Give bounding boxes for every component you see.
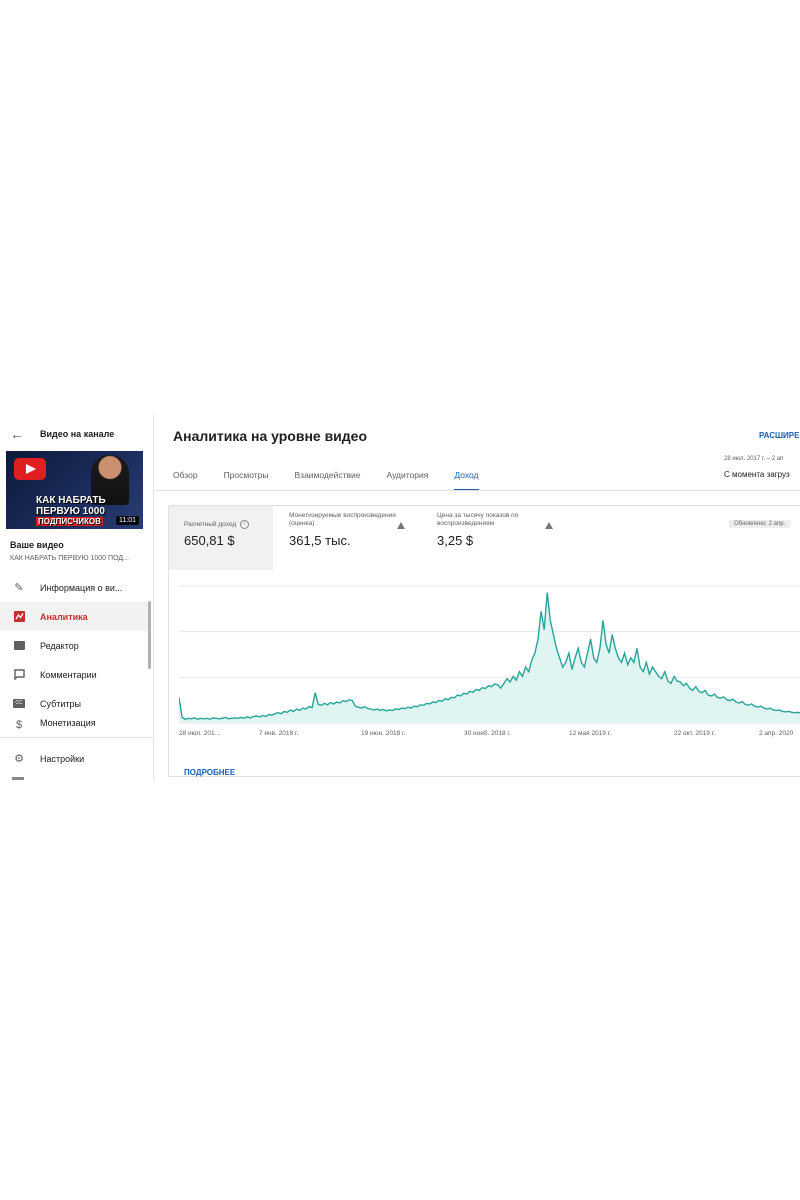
- metric-value: 361,5 тыс.: [289, 533, 351, 548]
- expand-mode-link[interactable]: РАСШИРЕ: [759, 431, 800, 440]
- x-tick-label: 30 нояб. 2018 г.: [464, 729, 511, 737]
- comments-icon: [12, 668, 26, 682]
- chart-series-line: [179, 592, 800, 721]
- thumbnail-text-line2: ПЕРВУЮ 1000: [36, 506, 105, 517]
- your-video-heading: Ваше видео: [10, 540, 64, 550]
- metric-label: Монетизируемые воспроизведения (оценка): [289, 512, 396, 527]
- date-range-text: 28 июл. 2017 г. – 2 ап: [724, 456, 784, 462]
- x-tick-label: 7 янв. 2018 г.: [259, 730, 298, 737]
- tab-audience[interactable]: Аудитория: [386, 470, 429, 480]
- x-tick-label: 12 мая 2019 г.: [569, 730, 611, 737]
- tab-overview[interactable]: Обзор: [173, 470, 198, 480]
- metric-label-text: Расчетный доход: [184, 521, 237, 529]
- sidebar-item-label: Редактор: [40, 640, 79, 651]
- gear-icon: ⚙: [14, 753, 24, 765]
- sidebar-item-details[interactable]: ✎ Информация о ви...: [0, 573, 150, 602]
- settings-section: ⚙ Настройки: [0, 744, 150, 773]
- warning-icon[interactable]: [545, 522, 553, 529]
- metric-estimated-revenue[interactable]: Расчетный доход i 650,81 $: [169, 506, 273, 570]
- see-more-link[interactable]: ПОДРОБНЕЕ: [184, 768, 236, 777]
- page-title: Аналитика на уровне видео: [173, 428, 368, 444]
- sidebar-item-editor[interactable]: Редактор: [0, 631, 150, 660]
- metric-monetized-playbacks[interactable]: Монетизируемые воспроизведения (оценка) …: [279, 506, 419, 570]
- warning-icon[interactable]: [397, 522, 405, 529]
- analytics-icon: [12, 610, 26, 624]
- sidebar-item-label: Настройки: [40, 753, 85, 764]
- tabs-divider: [153, 490, 800, 491]
- metric-label: Расчетный доход i: [184, 520, 299, 529]
- metric-value: 3,25 $: [437, 533, 474, 548]
- presenter-image: [91, 455, 129, 505]
- metric-value: 650,81 $: [184, 533, 235, 548]
- back-to-videos[interactable]: ← Видео на канале: [10, 425, 114, 443]
- back-label: Видео на канале: [40, 429, 115, 439]
- youtube-logo-icon: [14, 458, 46, 480]
- sidebar: ← Видео на канале КАК НАБРАТЬ ПЕРВУЮ 100…: [0, 415, 154, 780]
- revenue-card: Расчетный доход i 650,81 $ Монетизируемые…: [168, 505, 800, 777]
- analytics-tabs: Обзор Просмотры Взаимодействие Аудитория…: [173, 463, 505, 491]
- monetization-icon: $: [15, 719, 23, 730]
- sidebar-item-label: Информация о ви...: [40, 582, 123, 593]
- x-tick-label: 19 июн. 2018 г.: [361, 730, 406, 737]
- tab-views[interactable]: Просмотры: [223, 470, 269, 480]
- back-arrow-icon[interactable]: ←: [10, 426, 24, 442]
- sidebar-item-label: Субтитры: [40, 698, 82, 709]
- sidebar-nav: ✎ Информация о ви... Аналитика Редактор …: [0, 573, 150, 730]
- subtitles-icon: CC: [12, 697, 26, 711]
- sidebar-item-monetization[interactable]: $ Монетизация: [0, 718, 150, 730]
- x-tick-label: 22 окт. 2019 г.: [674, 730, 715, 737]
- chart-area-fill: [179, 592, 800, 723]
- thumbnail-text-line1: КАК НАБРАТЬ: [36, 495, 106, 506]
- tab-engagement[interactable]: Взаимодействие: [294, 470, 361, 480]
- x-tick-label: 28 июл. 201...: [179, 730, 220, 737]
- studio-window: ← Видео на канале КАК НАБРАТЬ ПЕРВУЮ 100…: [0, 415, 800, 780]
- sidebar-item-label: Комментарии: [40, 669, 97, 680]
- updated-badge: Обновлено: 2 апр.: [729, 520, 791, 528]
- info-icon[interactable]: i: [240, 520, 250, 529]
- sidebar-item-comments[interactable]: Комментарии: [0, 660, 150, 689]
- revenue-chart[interactable]: 28 июл. 201... 7 янв. 2018 г. 19 июн. 2018…: [179, 581, 800, 741]
- tab-revenue[interactable]: Доход: [454, 463, 479, 491]
- video-thumbnail[interactable]: КАК НАБРАТЬ ПЕРВУЮ 1000 ПОДПИСЧИКОВ 11:0…: [6, 451, 143, 529]
- sidebar-item-analytics[interactable]: Аналитика: [0, 602, 150, 631]
- metric-playback-cpm[interactable]: Цена за тысячу показов по воспроизведени…: [427, 506, 567, 570]
- editor-icon: [12, 639, 26, 653]
- sidebar-item-settings[interactable]: ⚙ Настройки: [0, 744, 150, 773]
- metric-label: Цена за тысячу показов по воспроизведени…: [437, 512, 519, 527]
- thumbnail-text-line3: ПОДПИСЧИКОВ: [36, 517, 103, 526]
- main-content: Аналитика на уровне видео РАСШИРЕ 28 июл…: [153, 415, 800, 780]
- sidebar-item-label: Аналитика: [40, 611, 88, 622]
- video-title: КАК НАБРАТЬ ПЕРВУЮ 1000 ПОД...: [10, 555, 129, 562]
- feedback-icon[interactable]: [12, 777, 24, 780]
- sidebar-item-subtitles[interactable]: CC Субтитры: [0, 689, 150, 718]
- x-tick-label: 2 апр. 2020: [759, 730, 794, 737]
- video-duration: 11:01: [116, 516, 139, 525]
- sidebar-divider: [0, 737, 153, 738]
- sidebar-item-label: Монетизация: [40, 718, 96, 728]
- date-range-selector[interactable]: С момента загруз: [724, 470, 790, 479]
- pencil-icon: ✎: [14, 582, 24, 594]
- sidebar-scrollbar[interactable]: [148, 601, 151, 669]
